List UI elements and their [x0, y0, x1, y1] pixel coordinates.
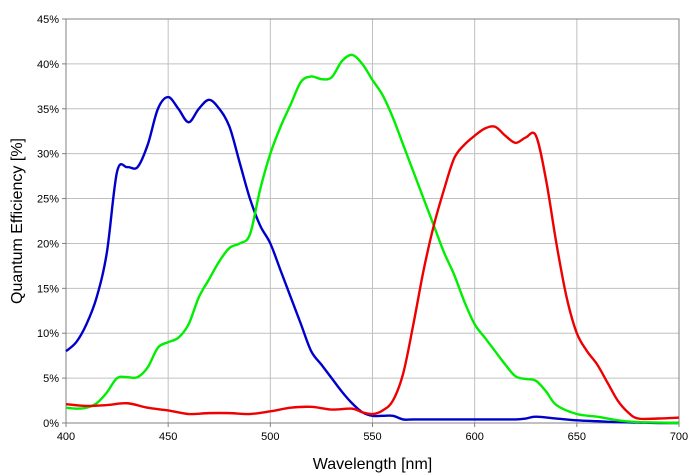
y-axis-ticks: 0% 5% 10% 15% 20% 25% 30% 35% 40% 45%: [37, 14, 66, 430]
y-tick-label: 45%: [37, 14, 59, 26]
y-tick-label: 40%: [37, 59, 59, 71]
blue-series-line: [65, 95, 680, 425]
y-tick-label: 0%: [43, 418, 59, 430]
x-tick-label: 450: [159, 431, 177, 443]
red-series-line: [65, 125, 680, 421]
y-tick-label: 25%: [37, 194, 59, 206]
x-tick-label: 500: [261, 431, 279, 443]
x-axis-title: Wavelength [nm]: [313, 456, 432, 473]
x-tick-label: 400: [57, 431, 75, 443]
x-tick-label: 600: [465, 431, 483, 443]
x-tick-label: 550: [363, 431, 381, 443]
y-tick-label: 5%: [43, 373, 59, 385]
y-tick-label: 35%: [37, 104, 59, 116]
y-tick-label: 30%: [37, 149, 59, 161]
y-tick-label: 20%: [37, 238, 59, 250]
series-group: [65, 53, 680, 425]
x-axis-ticks: 400 450 500 550 600 650 700: [57, 423, 688, 443]
x-tick-label: 700: [670, 431, 688, 443]
green-series-line: [65, 53, 680, 425]
y-axis-title: Quantum Efficiency [%]: [9, 138, 26, 304]
y-tick-label: 10%: [37, 328, 59, 340]
x-tick-label: 650: [568, 431, 586, 443]
y-tick-label: 15%: [37, 283, 59, 295]
